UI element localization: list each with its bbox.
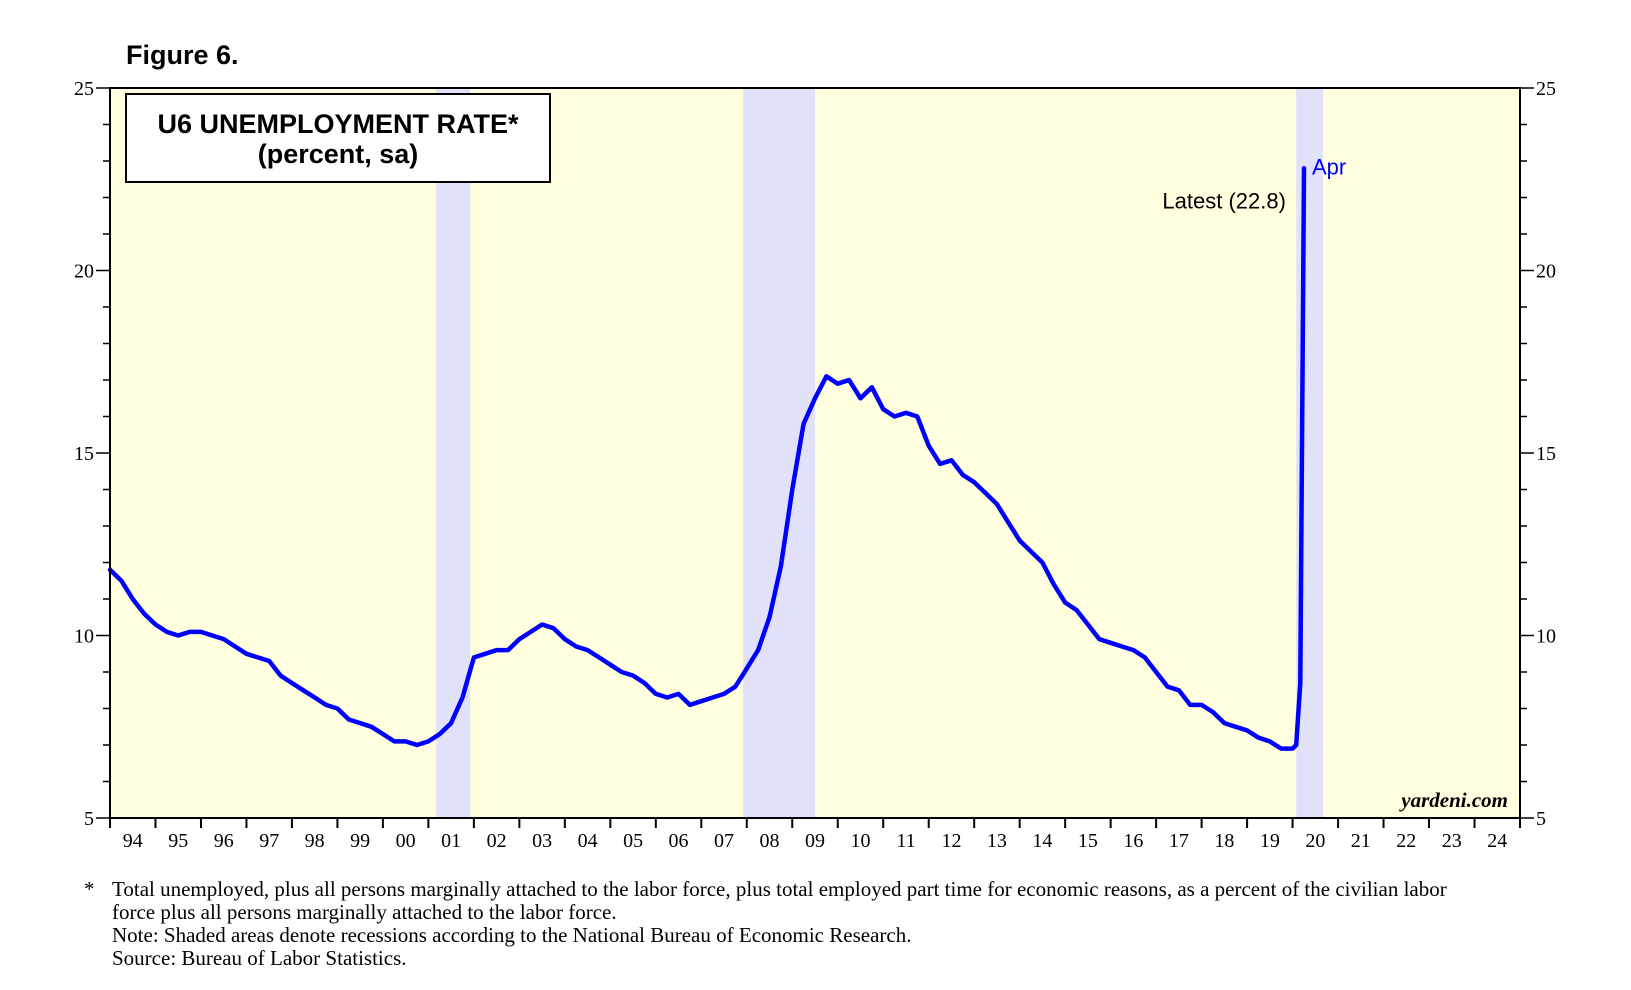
figure-label: Figure 6. (126, 40, 239, 70)
x-tick-label: 95 (168, 830, 188, 852)
y-tick-label-left: 5 (84, 808, 94, 830)
x-tick-label: 99 (350, 830, 370, 852)
x-tick-label: 22 (1396, 830, 1416, 852)
watermark: yardeni.com (1398, 788, 1508, 812)
x-tick-label: 23 (1442, 830, 1462, 852)
x-tick-label: 11 (896, 830, 915, 852)
chart-subtitle: (percent, sa) (258, 139, 419, 169)
x-tick-label: 08 (760, 830, 780, 852)
y-tick-label-right: 15 (1536, 443, 1556, 465)
x-tick-label: 00 (396, 830, 416, 852)
recession-band-2 (743, 88, 815, 818)
y-tick-label-left: 25 (74, 78, 94, 100)
y-tick-label-right: 20 (1536, 261, 1556, 283)
y-tick-label-right: 25 (1536, 78, 1556, 100)
footnote-note: Note: Shaded areas denote recessions acc… (112, 923, 912, 947)
x-tick-label: 96 (214, 830, 234, 852)
x-tick-label: 12 (941, 830, 961, 852)
footnote-source: Source: Bureau of Labor Statistics. (112, 946, 407, 970)
x-tick-label: 24 (1487, 830, 1507, 852)
x-tick-label: 97 (259, 830, 279, 852)
x-tick-label: 01 (441, 830, 461, 852)
footnote-marker: * (84, 877, 95, 901)
x-tick-label: 04 (578, 830, 598, 852)
title-box: U6 UNEMPLOYMENT RATE* (percent, sa) (125, 93, 551, 183)
y-tick-label-right: 10 (1536, 626, 1556, 648)
y-tick-label-right: 5 (1536, 808, 1546, 830)
x-tick-label: 03 (532, 830, 552, 852)
x-tick-label: 20 (1305, 830, 1325, 852)
latest-month-label: Apr (1312, 154, 1346, 179)
x-tick-label: 98 (305, 830, 325, 852)
axis-ticks: 5 5 10 10 15 15 20 20 25 25 94 95 96 97 98 99 00 01 02 03 04… (74, 78, 1556, 852)
x-tick-label: 09 (805, 830, 825, 852)
x-tick-label: 18 (1214, 830, 1234, 852)
y-tick-label-left: 15 (74, 443, 94, 465)
x-tick-label: 06 (669, 830, 689, 852)
x-tick-label: 07 (714, 830, 734, 852)
x-tick-label: 21 (1351, 830, 1371, 852)
x-tick-label: 05 (623, 830, 643, 852)
plot-frame (109, 87, 1521, 819)
latest-value-label: Latest (22.8) (1162, 188, 1286, 213)
footnotes: * Total unemployed, plus all persons mar… (84, 878, 1492, 970)
recession-band-1 (436, 88, 471, 818)
x-tick-label: 19 (1260, 830, 1280, 852)
x-tick-label: 16 (1123, 830, 1143, 852)
chart: 5 5 10 10 15 15 20 20 25 25 94 95 96 97 98 99 00 01 02 03 04… (74, 78, 1556, 852)
y-tick-label-left: 10 (74, 626, 94, 648)
footnote-definition: Total unemployed, plus all persons margi… (112, 877, 1447, 924)
series-line-u6 (107, 166, 1307, 751)
x-tick-label: 94 (123, 830, 143, 852)
x-tick-label: 14 (1032, 830, 1052, 852)
chart-title: U6 UNEMPLOYMENT RATE* (157, 109, 519, 139)
x-tick-label: 13 (987, 830, 1007, 852)
y-tick-label-left: 20 (74, 261, 94, 283)
x-tick-label: 10 (850, 830, 870, 852)
x-tick-label: 17 (1169, 830, 1189, 852)
x-tick-label: 15 (1078, 830, 1098, 852)
x-tick-label: 02 (487, 830, 507, 852)
